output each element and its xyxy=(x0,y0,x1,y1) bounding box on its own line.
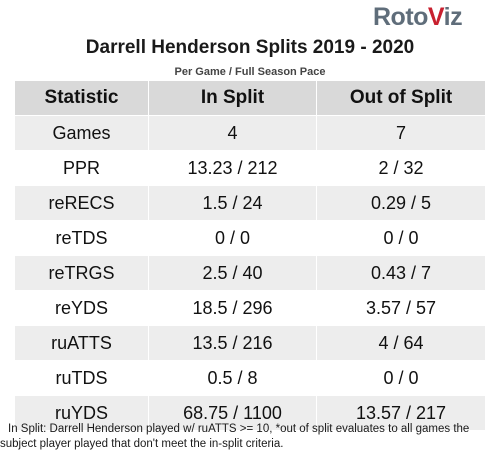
cell-in-split: 13.23 / 212 xyxy=(149,151,317,186)
table-header-row: Statistic In Split Out of Split xyxy=(15,81,485,116)
cell-out-of-split: 0 / 0 xyxy=(317,221,485,256)
table-row: reYDS 18.5 / 296 3.57 / 57 xyxy=(15,291,485,326)
page-title: Darrell Henderson Splits 2019 - 2020 xyxy=(85,37,415,58)
cell-out-of-split: 0.29 / 5 xyxy=(317,186,485,221)
rotoviz-logo: RotoViz xyxy=(373,2,463,32)
cell-out-of-split: 7 xyxy=(317,116,485,151)
cell-in-split: 13.5 / 216 xyxy=(149,326,317,361)
cell-in-split: 2.5 / 40 xyxy=(149,256,317,291)
cell-in-split: 0.5 / 8 xyxy=(149,361,317,396)
logo-text-roto: Roto xyxy=(373,3,428,31)
cell-out-of-split: 0 / 0 xyxy=(317,361,485,396)
header-in-split: In Split xyxy=(149,81,317,116)
cell-statistic: PPR xyxy=(15,151,149,186)
cell-statistic: reTDS xyxy=(15,221,149,256)
page-subtitle: Per Game / Full Season Pace xyxy=(174,66,326,78)
table-row: reRECS 1.5 / 24 0.29 / 5 xyxy=(15,186,485,221)
cell-in-split: 0 / 0 xyxy=(149,221,317,256)
cell-out-of-split: 4 / 64 xyxy=(317,326,485,361)
table-row: ruATTS 13.5 / 216 4 / 64 xyxy=(15,326,485,361)
header-statistic: Statistic xyxy=(15,81,149,116)
table-row: ruYDS 68.75 / 1100 13.57 / 217 xyxy=(15,396,485,431)
cell-statistic: ruATTS xyxy=(15,326,149,361)
table-row: PPR 13.23 / 212 2 / 32 xyxy=(15,151,485,186)
table-row: reTDS 0 / 0 0 / 0 xyxy=(15,221,485,256)
cell-statistic: ruTDS xyxy=(15,361,149,396)
header-out-of-split: Out of Split xyxy=(317,81,485,116)
logo-text-iz: iz xyxy=(443,3,463,31)
cell-statistic: Games xyxy=(15,116,149,151)
cell-in-split: 1.5 / 24 xyxy=(149,186,317,221)
cell-in-split: 18.5 / 296 xyxy=(149,291,317,326)
table-row: reTRGS 2.5 / 40 0.43 / 7 xyxy=(15,256,485,291)
splits-table: Statistic In Split Out of Split Games 4 … xyxy=(15,81,485,431)
split-criteria-footnote: In Split: Darrell Henderson played w/ ru… xyxy=(0,423,470,450)
cell-in-split: 68.75 / 1100 xyxy=(149,396,317,431)
cell-in-split: 4 xyxy=(149,116,317,151)
cell-statistic: ruYDS xyxy=(15,396,149,431)
cell-out-of-split: 2 / 32 xyxy=(317,151,485,186)
table-row: ruTDS 0.5 / 8 0 / 0 xyxy=(15,361,485,396)
cell-out-of-split: 13.57 / 217 xyxy=(317,396,485,431)
cell-out-of-split: 0.43 / 7 xyxy=(317,256,485,291)
table-row: Games 4 7 xyxy=(15,116,485,151)
logo-text-v: V xyxy=(427,3,444,31)
cell-statistic: reYDS xyxy=(15,291,149,326)
cell-out-of-split: 3.57 / 57 xyxy=(317,291,485,326)
cell-statistic: reTRGS xyxy=(15,256,149,291)
cell-statistic: reRECS xyxy=(15,186,149,221)
